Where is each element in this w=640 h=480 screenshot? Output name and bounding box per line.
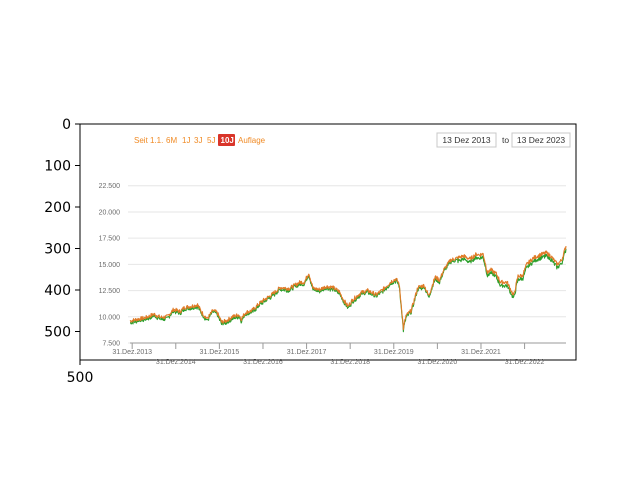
range-button-auflage[interactable]: Auflage <box>238 136 266 145</box>
y-tick-label: 15.000 <box>99 262 121 269</box>
y-tick-label: 20.000 <box>99 209 121 216</box>
embedded-chart-background <box>88 130 574 358</box>
y-tick-label: 22.500 <box>99 183 121 190</box>
grid <box>128 185 566 344</box>
outer-y-tick-label: 300 <box>44 242 71 258</box>
outer-y-tick-label: 200 <box>44 200 71 216</box>
x-tick-label: 31.Dez.2014 <box>156 359 196 366</box>
x-tick-label: 31.Dez.2013 <box>112 349 152 356</box>
x-tick-label: 31.Dez.2020 <box>418 359 458 366</box>
outer-y-tick-label: 100 <box>44 159 71 175</box>
series-line-1 <box>129 248 567 333</box>
to-label: to <box>502 135 509 145</box>
x-tick-label: 31.Dez.2016 <box>243 359 283 366</box>
outer-x-axis: 500 <box>67 360 94 386</box>
from-date-value: 13 Dez 2013 <box>442 135 490 145</box>
outer-x-tick-label: 500 <box>67 370 94 386</box>
series-line-2 <box>129 245 567 331</box>
range-selector: Seit 1.1. 6M 1J 3J 5J 10J Auflage <box>134 134 266 146</box>
to-date-input[interactable] <box>511 132 571 148</box>
x-tick-label: 31.Dez.2018 <box>330 359 370 366</box>
outer-y-axis: 0 100 200 300 400 500 <box>44 117 80 341</box>
x-tick-label: 31.Dez.2021 <box>461 349 501 356</box>
series-layer <box>129 245 567 333</box>
inner-x-axis: 31.Dez.201331.Dez.201431.Dez.201531.Dez.… <box>112 342 566 366</box>
outer-y-tick-label: 0 <box>62 117 71 133</box>
x-tick-label: 31.Dez.2017 <box>287 349 327 356</box>
x-tick-label: 31.Dez.2015 <box>200 349 240 356</box>
y-tick-label: 10.000 <box>99 314 121 321</box>
range-button-6m[interactable]: 6M <box>166 136 177 145</box>
x-tick-label: 31.Dez.2022 <box>505 359 545 366</box>
range-button-10j-active-bg[interactable] <box>218 134 235 146</box>
x-tick-label: 31.Dez.2019 <box>374 349 414 356</box>
range-button-10j[interactable]: 10J <box>221 136 234 145</box>
y-tick-label: 17.500 <box>99 236 121 243</box>
inner-y-axis: 7.500 10.000 12.500 15.000 17.500 20.000 22.50… <box>99 183 121 347</box>
outer-y-tick-label: 500 <box>44 325 71 341</box>
from-date-input[interactable] <box>436 132 497 148</box>
range-button-3j[interactable]: 3J <box>194 136 202 145</box>
range-button-5j[interactable]: 5J <box>207 136 215 145</box>
range-button-1j[interactable]: 1J <box>182 136 190 145</box>
date-range: 13 Dez 2013 to 13 Dez 2023 <box>436 132 571 148</box>
to-date-value: 13 Dez 2023 <box>517 135 565 145</box>
y-tick-label: 12.500 <box>99 288 121 295</box>
embedded-chart: Seit 1.1. 6M 1J 3J 5J 10J Auflage 13 Dez… <box>88 130 574 366</box>
outer-y-tick-label: 400 <box>44 283 71 299</box>
y-tick-label: 7.500 <box>102 341 120 348</box>
range-button-since-jan[interactable]: Seit 1.1. <box>134 136 163 145</box>
